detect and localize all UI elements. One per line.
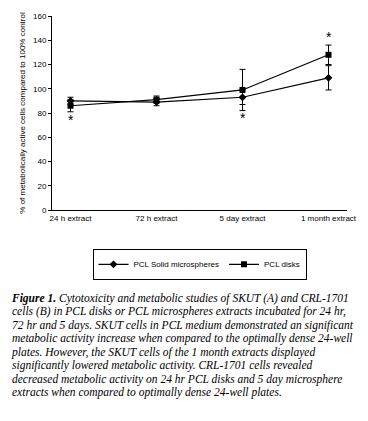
svg-text:20: 20: [37, 182, 46, 191]
svg-text:40: 40: [37, 157, 46, 166]
svg-text:160: 160: [33, 12, 47, 21]
svg-text:*: *: [240, 110, 246, 126]
svg-text:140: 140: [33, 36, 47, 45]
svg-text:PCL Solid microspheres: PCL Solid microspheres: [134, 260, 220, 269]
svg-text:60: 60: [37, 133, 46, 142]
svg-text:100: 100: [33, 85, 47, 94]
svg-text:80: 80: [37, 109, 46, 118]
svg-text:*: *: [326, 29, 332, 45]
svg-text:5 day extract: 5 day extract: [220, 214, 267, 223]
svg-text:*: *: [68, 112, 74, 128]
svg-text:% of metabolically active cell: % of metabolically active cells compared…: [18, 12, 27, 214]
svg-text:24 h extract: 24 h extract: [50, 214, 93, 223]
svg-text:72 h extract: 72 h extract: [136, 214, 179, 223]
html-text:Figure 1. Cytotoxicity and met: Figure 1. Cytotoxicity and metabolic stu…: [12, 292, 354, 399]
svg-text:1 month extract: 1 month extract: [301, 214, 357, 223]
svg-text:120: 120: [33, 60, 47, 69]
svg-text:PCL disks: PCL disks: [264, 260, 300, 269]
svg-text:0: 0: [42, 206, 47, 215]
